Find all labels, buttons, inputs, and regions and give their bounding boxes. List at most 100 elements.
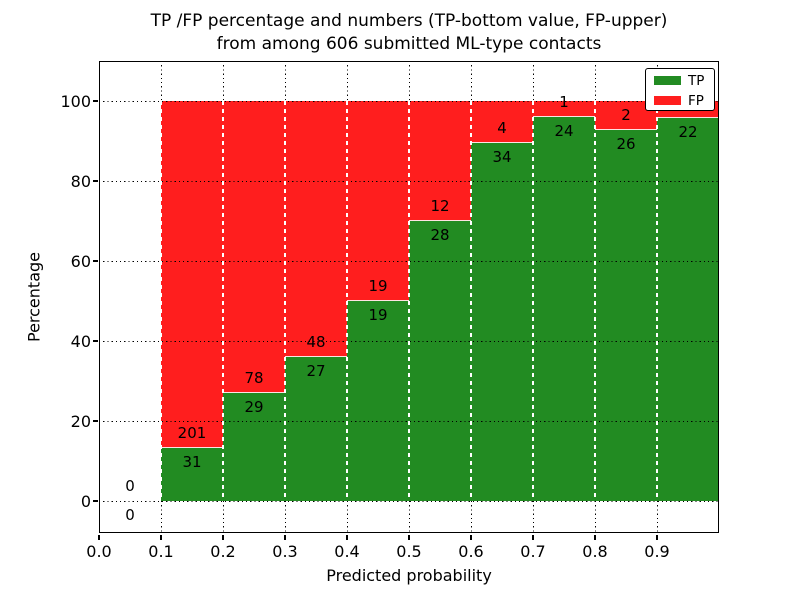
gridline-vertical-white — [160, 101, 162, 501]
x-tick-mark — [346, 534, 348, 540]
bar-fp-count-label: 19 — [368, 277, 388, 295]
x-axis-label: Predicted probability — [326, 566, 492, 585]
gridline-vertical-black — [594, 61, 596, 101]
bar-fp-count-label: 48 — [306, 333, 326, 351]
x-tick-label: 0.2 — [210, 542, 236, 561]
y-tick-label: 100 — [60, 91, 91, 111]
y-tick-label: 60 — [70, 251, 91, 271]
x-tick-label: 0.0 — [86, 542, 112, 561]
bar-tp-count-label: 26 — [616, 134, 636, 153]
y-tick-mark — [92, 180, 98, 182]
bar-fp-segment — [471, 101, 533, 144]
y-tick-mark — [92, 420, 98, 422]
bar-fp-count-label: 0 — [125, 477, 135, 495]
y-tick-label: 0 — [80, 491, 91, 511]
gridline-vertical-white — [284, 101, 286, 501]
bar-tp-segment — [285, 357, 347, 501]
bar-tp-segment — [657, 118, 719, 501]
gridline-vertical-black — [284, 61, 286, 101]
y-tick-label: 80 — [70, 171, 91, 191]
gridline-vertical-white — [470, 101, 472, 501]
y-tick-label: 40 — [70, 331, 91, 351]
gridline-vertical-black — [160, 501, 162, 533]
gridline-vertical-black — [470, 501, 472, 533]
gridline-vertical-black — [470, 61, 472, 101]
gridline-vertical-black — [532, 61, 534, 101]
bar-tp-count-label: 29 — [244, 397, 264, 416]
plot-area: 0 0 201 31 78 29 48 27 19 19 12 28 4 34 1 24 2 26 22 — [92, 61, 719, 540]
bar-tp-segment — [223, 392, 285, 501]
legend-swatch-tp — [654, 76, 681, 85]
bar-fp-segment — [285, 101, 347, 357]
gridline-vertical-black — [532, 501, 534, 533]
x-tick-label: 0.7 — [520, 542, 546, 561]
bar-tp-count-label: 19 — [368, 306, 388, 324]
bar-tp-segment — [409, 221, 471, 501]
bar-tp-segment — [161, 447, 223, 501]
bar-fp-count-label: 4 — [497, 119, 507, 138]
bar-tp-count-label: 27 — [306, 362, 326, 380]
gridline-vertical-black — [284, 501, 286, 533]
y-tick-mark — [92, 260, 98, 262]
legend-label-tp: TP — [688, 73, 705, 89]
gridline-vertical-white — [408, 101, 410, 501]
gridline-vertical-black — [160, 61, 162, 101]
bar-tp-count-label: 24 — [554, 122, 574, 140]
x-tick-mark — [284, 534, 286, 540]
bar-fp-count-label: 2 — [621, 105, 631, 124]
bar-fp-count-label: 1 — [559, 93, 569, 111]
bar-fp-segment — [347, 101, 409, 301]
bar-tp-segment — [533, 117, 595, 501]
y-axis-label: Percentage — [24, 251, 44, 343]
gridline-vertical-black — [222, 61, 224, 101]
gridline-vertical-white — [532, 101, 534, 501]
y-tick-mark — [92, 500, 98, 502]
bar-fp-count-label: 78 — [244, 368, 264, 387]
legend-label-fp: FP — [688, 93, 704, 109]
x-tick-mark — [470, 534, 472, 540]
gridline-vertical-black — [594, 501, 596, 533]
bar-tp-count-label: 22 — [678, 123, 698, 142]
x-tick-mark — [594, 534, 596, 540]
x-tick-mark — [160, 534, 162, 540]
bar-fp-segment — [161, 101, 223, 448]
x-tick-label: 0.1 — [148, 542, 174, 561]
bar-fp-segment — [533, 101, 595, 117]
bar-tp-count-label: 28 — [430, 226, 450, 244]
legend-swatch-fp — [654, 96, 681, 105]
y-tick-mark — [92, 100, 98, 102]
gridline-vertical-white — [656, 101, 658, 501]
x-tick-label: 0.9 — [644, 542, 670, 561]
gridline-vertical-black — [408, 501, 410, 533]
chart-title-line-2: from among 606 submitted ML-type contact… — [216, 33, 602, 54]
x-tick-mark — [656, 534, 658, 540]
bar-tp-count-label: 34 — [492, 148, 512, 167]
bar-tp-segment — [471, 143, 533, 501]
bar-tp-count-label: 31 — [182, 452, 202, 471]
x-tick-label: 0.4 — [334, 542, 360, 561]
gridline-vertical-black — [408, 61, 410, 101]
x-tick-mark — [222, 534, 224, 540]
gridline-vertical-white — [222, 101, 224, 501]
gridline-vertical-black — [346, 501, 348, 533]
gridline-vertical-black — [222, 501, 224, 533]
bar-fp-segment — [223, 101, 285, 393]
gridline-vertical-white — [594, 101, 596, 501]
x-tick-mark — [408, 534, 410, 540]
bar-tp-segment — [595, 129, 657, 501]
chart-title-line-1: TP /FP percentage and numbers (TP-bottom… — [150, 11, 668, 31]
x-tick-label: 0.6 — [458, 542, 484, 561]
x-tick-mark — [532, 534, 534, 540]
x-tick-label: 0.3 — [272, 542, 298, 561]
x-tick-label: 0.8 — [582, 542, 608, 561]
legend: TP FP — [645, 68, 715, 111]
x-tick-mark — [98, 534, 100, 540]
bar-fp-segment — [409, 101, 471, 221]
bar-fp-count-label: 12 — [430, 197, 450, 215]
gridline-vertical-white — [346, 101, 348, 501]
y-tick-mark — [92, 340, 98, 342]
bar-fp-count-label: 201 — [177, 423, 207, 442]
gridline-vertical-black — [346, 61, 348, 101]
x-tick-label: 0.5 — [396, 542, 422, 561]
